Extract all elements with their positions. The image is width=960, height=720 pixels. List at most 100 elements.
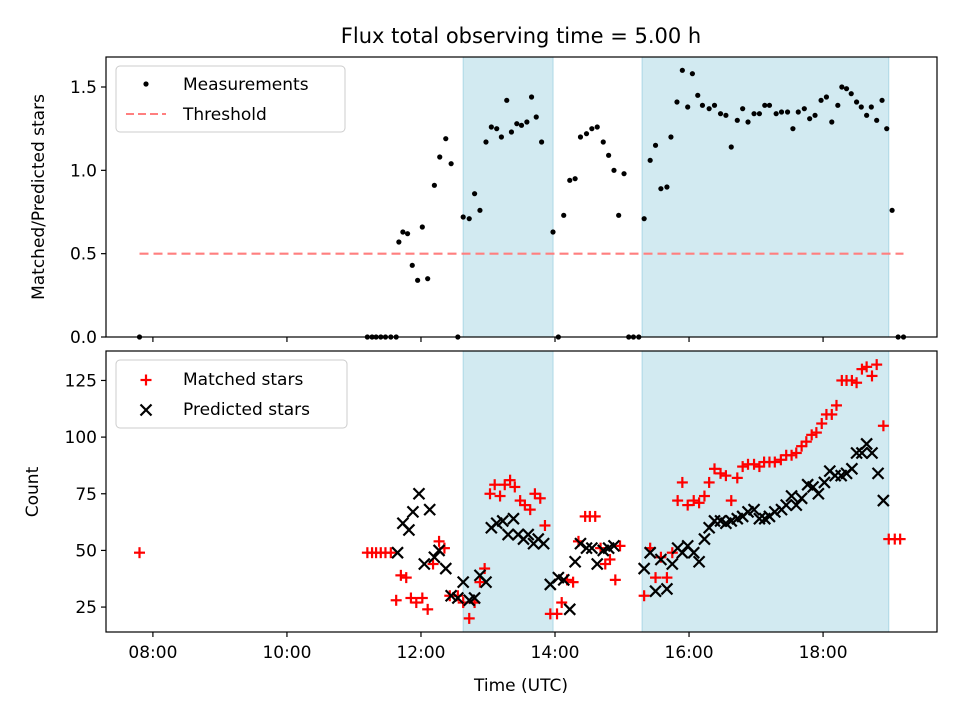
- measurement-point: [812, 112, 818, 118]
- x-tick-label: 16:00: [665, 643, 714, 663]
- predicted-point: [563, 603, 577, 616]
- measurement-point: [437, 154, 443, 160]
- predicted-point-b: [580, 541, 593, 555]
- matched-point: [830, 399, 842, 411]
- predicted-point: [451, 591, 465, 605]
- measurement-point: [717, 111, 724, 117]
- measurement-point: [706, 106, 712, 112]
- matched-point: [390, 594, 402, 606]
- measurement-point: [577, 134, 584, 140]
- predicted-point: [860, 437, 873, 451]
- shaded-span-0: [462, 350, 554, 633]
- measurement-point: [784, 109, 791, 115]
- predicted-point: [580, 541, 593, 555]
- predicted-point: [423, 503, 436, 516]
- legend-marker-predicted: [139, 403, 153, 417]
- measurement-point: [594, 124, 600, 130]
- matched-point: [693, 497, 705, 509]
- predicted-point-b: [428, 550, 441, 564]
- predicted-point-b: [801, 478, 814, 491]
- measurement-point: [879, 97, 885, 103]
- matched-point: [737, 461, 749, 473]
- matched-point: [769, 456, 781, 468]
- matched-point: [866, 370, 878, 382]
- measurement-point: [778, 109, 785, 115]
- legend-label-predicted: Predicted stars: [183, 400, 310, 420]
- measurement-point: [477, 207, 483, 213]
- measurement-point: [751, 111, 757, 117]
- measurement-point: [790, 126, 796, 132]
- measurement-point: [611, 167, 617, 173]
- measurement-point: [658, 186, 664, 192]
- predicted-point-b: [747, 503, 761, 516]
- bottom-shaded-spans: [462, 350, 890, 633]
- legend-label-threshold: Threshold: [182, 105, 267, 125]
- bottom-y-tick-label: 25: [75, 598, 97, 618]
- predicted-point: [521, 528, 535, 541]
- matched-point: [851, 377, 863, 389]
- matched-point: [400, 572, 412, 584]
- matched-point: [720, 470, 732, 482]
- predicted-point: [779, 498, 793, 512]
- predicted-point: [585, 541, 599, 555]
- top-x-ticks: [152, 337, 824, 342]
- predicted-point-b: [590, 557, 604, 571]
- predicted-point: [557, 573, 570, 587]
- measurement-point: [864, 112, 870, 118]
- predicted-point: [812, 487, 825, 501]
- predicted-point-b: [391, 546, 404, 559]
- matched-point: [826, 408, 838, 420]
- predicted-point: [687, 546, 701, 559]
- predicted-point-b: [568, 555, 582, 569]
- matched-point: [810, 427, 822, 439]
- legend-x-mark: [139, 403, 153, 417]
- predicted-point: [654, 553, 668, 566]
- legend-label-measurements: Measurements: [183, 75, 309, 95]
- top-legend-box: [115, 65, 346, 133]
- predicted-point-b: [537, 537, 550, 550]
- predicted-point: [468, 591, 481, 605]
- x-tick-label: 12:00: [396, 643, 445, 663]
- predicted-point: [428, 550, 441, 564]
- measurement-point: [616, 212, 622, 218]
- predicted-point-b: [637, 562, 651, 575]
- bottom-legend-box: [115, 359, 348, 429]
- matched-point: [504, 474, 516, 486]
- matched-point: [551, 608, 563, 620]
- measurement-point: [533, 114, 539, 120]
- matched-point: [385, 547, 397, 559]
- measurement-point: [835, 102, 841, 108]
- measurement-point: [695, 92, 701, 98]
- measurement-point: [773, 111, 779, 117]
- measurement-point: [443, 136, 449, 142]
- predicted-point: [692, 555, 706, 569]
- x-axis-label: Time (UTC): [473, 676, 568, 696]
- matched-point: [672, 495, 684, 507]
- measurement-point: [396, 239, 402, 245]
- matched-point: [494, 490, 506, 502]
- predicted-point-b: [507, 512, 520, 525]
- predicted-point-b: [552, 571, 565, 584]
- measurement-point: [600, 139, 606, 145]
- predicted-point-b: [585, 541, 599, 555]
- predicted-point: [391, 546, 404, 559]
- predicted-point: [444, 589, 458, 603]
- measurement-point: [415, 277, 421, 283]
- predicted-point-b: [666, 557, 679, 571]
- matched-point: [688, 495, 700, 507]
- predicted-point-b: [681, 539, 694, 553]
- bottom-y-axis-label: Count: [23, 466, 43, 517]
- predicted-point-b: [521, 528, 535, 541]
- top-panel: 0.0 0.5 1.0 1.5 Matched/Predicted stars Mea…: [29, 56, 938, 348]
- predicted-point-b: [850, 446, 863, 460]
- measurement-point: [528, 94, 535, 100]
- matched-point: [556, 597, 568, 609]
- measurement-point: [589, 126, 595, 132]
- measurement-point: [795, 109, 801, 115]
- matched-point: [539, 519, 551, 531]
- matched-point: [489, 479, 501, 491]
- predicted-point-b: [714, 514, 727, 528]
- predicted-point-b: [479, 575, 493, 589]
- measurement-point: [728, 144, 734, 150]
- predicted-point: [845, 462, 859, 476]
